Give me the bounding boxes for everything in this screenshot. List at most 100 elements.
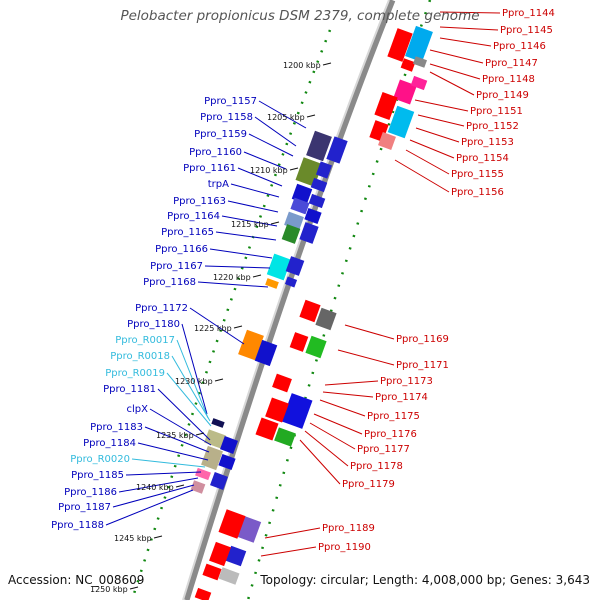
gene-label[interactable]: Ppro_R0020 — [70, 454, 130, 465]
gene-label[interactable]: Ppro_1160 — [189, 147, 242, 158]
gene-feature-block[interactable] — [326, 136, 348, 164]
kbp-tick-label: 1220 kbp — [213, 273, 251, 282]
gene-feature-block[interactable] — [265, 278, 279, 289]
gene-label[interactable]: Ppro_1147 — [485, 58, 538, 69]
gene-feature-block[interactable] — [220, 436, 238, 454]
gene-feature-block[interactable] — [272, 373, 292, 393]
gene-label[interactable]: Ppro_1152 — [466, 121, 519, 132]
gene-feature-block[interactable] — [400, 58, 416, 72]
gene-feature-block[interactable] — [281, 224, 301, 244]
gene-label[interactable]: Ppro_1180 — [127, 319, 180, 330]
gene-label[interactable]: Ppro_1155 — [451, 169, 504, 180]
gene-feature-block[interactable] — [299, 222, 319, 244]
gene-label[interactable]: Ppro_1157 — [204, 96, 257, 107]
gene-feature-block[interactable] — [378, 132, 396, 150]
gene-label[interactable]: Ppro_1149 — [476, 90, 529, 101]
gene-label[interactable]: Ppro_1172 — [135, 303, 188, 314]
gene-label[interactable]: Ppro_1186 — [64, 487, 117, 498]
gene-label[interactable]: Ppro_1181 — [103, 384, 156, 395]
gene-label[interactable]: Ppro_1185 — [71, 470, 124, 481]
callout-line — [131, 458, 206, 468]
gene-label[interactable]: Ppro_1177 — [357, 444, 410, 455]
gene-feature-block[interactable] — [387, 28, 413, 62]
gene-label[interactable]: Ppro_1188 — [51, 520, 104, 531]
gene-feature-block[interactable] — [194, 587, 212, 600]
gene-feature-block[interactable] — [266, 253, 292, 281]
gene-feature-block[interactable] — [405, 25, 433, 63]
gene-label[interactable]: Ppro_1164 — [167, 211, 220, 222]
gene-feature-block[interactable] — [190, 480, 206, 494]
gene-label[interactable]: Ppro_1176 — [364, 429, 417, 440]
gene-label[interactable]: Ppro_1175 — [367, 411, 420, 422]
gene-feature-block[interactable] — [255, 417, 279, 441]
gene-feature-block[interactable] — [308, 193, 326, 209]
gene-feature-block[interactable] — [238, 329, 264, 361]
gene-feature-block[interactable] — [310, 177, 328, 193]
gene-feature-block[interactable] — [315, 307, 337, 331]
kbp-tick-label: 1225 kbp — [194, 324, 232, 333]
gene-label[interactable]: Ppro_R0019 — [105, 368, 165, 379]
gene-feature-block[interactable] — [281, 393, 313, 429]
gene-features — [190, 25, 433, 600]
gene-label[interactable]: Ppro_1153 — [461, 137, 514, 148]
gene-label[interactable]: Ppro_1163 — [173, 196, 226, 207]
gene-feature-block[interactable] — [202, 563, 222, 581]
gene-feature-block[interactable] — [412, 56, 428, 68]
gene-label[interactable]: Ppro_1156 — [451, 187, 504, 198]
gene-feature-block[interactable] — [201, 445, 223, 471]
gene-feature-block[interactable] — [393, 79, 417, 105]
gene-label[interactable]: Ppro_1184 — [83, 438, 136, 449]
gene-label[interactable]: trpA — [208, 179, 229, 190]
callout-line — [221, 215, 278, 227]
gene-label[interactable]: Ppro_R0017 — [115, 335, 175, 346]
gene-label[interactable]: Ppro_1159 — [194, 129, 247, 140]
gene-label[interactable]: Ppro_1169 — [396, 334, 449, 345]
gene-label[interactable]: Ppro_1179 — [342, 479, 395, 490]
gene-feature-block[interactable] — [410, 75, 428, 91]
gene-feature-block[interactable] — [306, 130, 332, 162]
gene-feature-block[interactable] — [265, 397, 289, 423]
gene-feature-block[interactable] — [374, 91, 398, 121]
gene-feature-block[interactable] — [299, 299, 321, 323]
gene-feature-block[interactable] — [305, 335, 327, 359]
gene-label[interactable]: Ppro_1173 — [380, 376, 433, 387]
gene-label[interactable]: Ppro_1145 — [500, 25, 553, 36]
gene-label[interactable]: Ppro_1154 — [456, 153, 509, 164]
gene-feature-block[interactable] — [218, 453, 236, 471]
gene-feature-block[interactable] — [290, 197, 310, 215]
gene-label[interactable]: Ppro_1158 — [200, 112, 253, 123]
gene-feature-block[interactable] — [387, 105, 415, 139]
gene-label[interactable]: Ppro_1166 — [155, 244, 208, 255]
gene-feature-block[interactable] — [225, 545, 247, 567]
gene-feature-block[interactable] — [218, 509, 246, 539]
gene-label[interactable]: Ppro_R0018 — [110, 351, 170, 362]
gene-feature-block[interactable] — [274, 427, 296, 447]
gene-feature-block[interactable] — [304, 207, 322, 225]
gene-label[interactable]: Ppro_1189 — [322, 523, 375, 534]
gene-feature-block[interactable] — [210, 472, 228, 490]
gene-feature-block[interactable] — [218, 567, 240, 585]
gene-label[interactable]: Ppro_1165 — [161, 227, 214, 238]
gene-label[interactable]: Ppro_1167 — [150, 261, 203, 272]
gene-feature-block[interactable] — [289, 332, 309, 352]
gene-label[interactable]: Ppro_1144 — [502, 8, 555, 19]
gene-label[interactable]: Ppro_1161 — [183, 163, 236, 174]
gene-label[interactable]: Ppro_1148 — [482, 74, 535, 85]
gene-label[interactable]: Ppro_1190 — [318, 542, 371, 553]
gene-feature-block[interactable] — [211, 418, 225, 428]
gene-label[interactable]: Ppro_1178 — [350, 461, 403, 472]
gene-label[interactable]: clpX — [127, 404, 149, 415]
gene-feature-block[interactable] — [195, 467, 211, 481]
gene-feature-block[interactable] — [315, 161, 333, 179]
gene-label[interactable]: Ppro_1183 — [90, 422, 143, 433]
gene-label[interactable]: Ppro_1171 — [396, 360, 449, 371]
gene-feature-block[interactable] — [285, 256, 305, 276]
gene-label[interactable]: Ppro_1151 — [470, 106, 523, 117]
gene-label[interactable]: Ppro_1168 — [143, 277, 196, 288]
gene-feature-block[interactable] — [254, 339, 278, 367]
gene-label[interactable]: Ppro_1146 — [493, 41, 546, 52]
gene-label[interactable]: Ppro_1187 — [58, 502, 111, 513]
gene-feature-block[interactable] — [209, 541, 231, 567]
gene-feature-block[interactable] — [284, 276, 298, 288]
gene-label[interactable]: Ppro_1174 — [375, 392, 428, 403]
